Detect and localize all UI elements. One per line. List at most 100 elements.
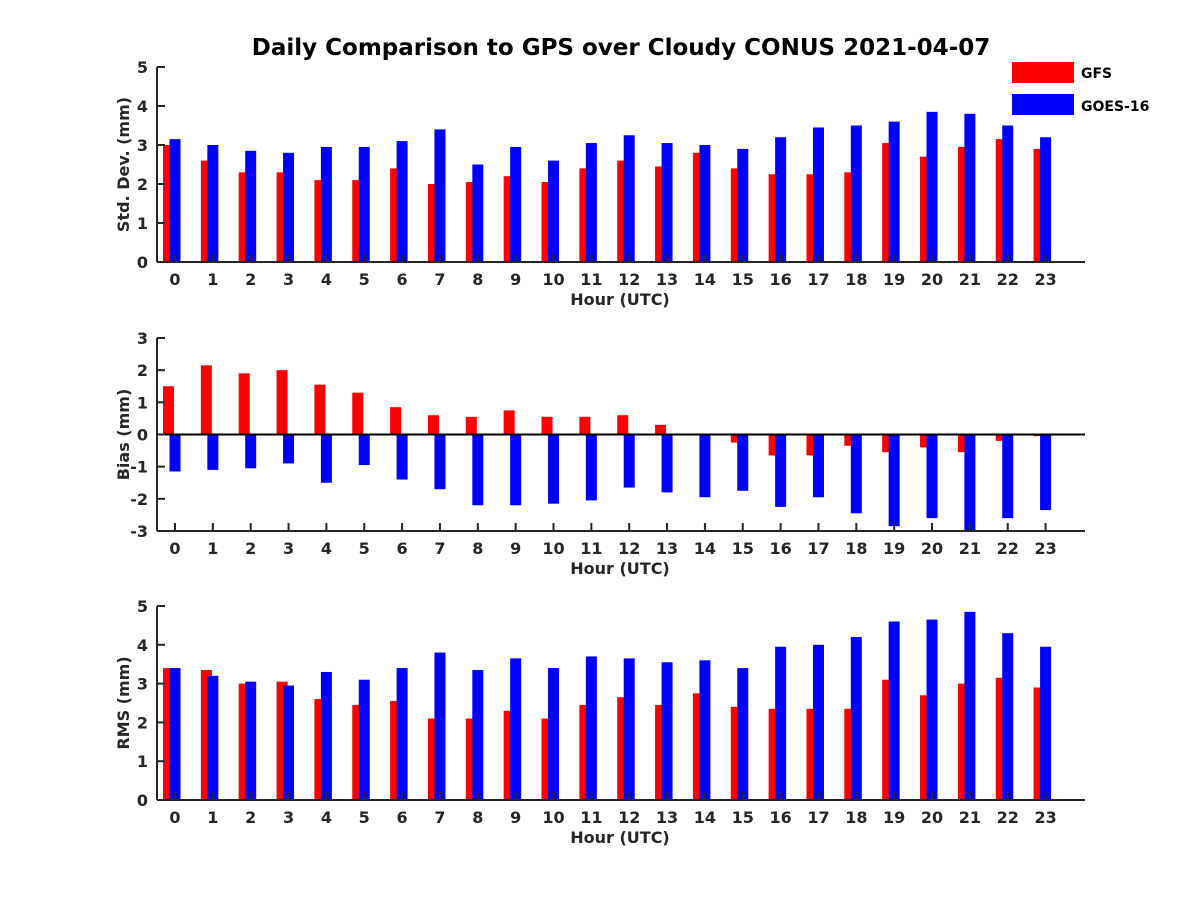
x-tick-label: 19 [883,539,905,558]
bar-rms-goes16-hour-0 [169,668,181,800]
bar-rms-gfs-hour-11 [579,704,591,800]
bar-rms-goes16-hour-18 [850,637,862,800]
bar-std-dev-goes16-hour-6 [396,141,408,262]
bar-bias-gfs-hour-5 [352,392,364,435]
x-tick-label: 12 [618,539,640,558]
bar-bias-goes16-hour-2 [245,434,257,469]
x-tick-label: 17 [807,808,829,827]
bar-std-dev-goes16-hour-18 [850,125,862,262]
x-tick-label: 8 [472,539,483,558]
x-tick-label: 17 [807,539,829,558]
bar-bias-gfs-hour-0 [163,386,174,435]
chart-title: Daily Comparison to GPS over Cloudy CONU… [252,35,990,61]
bar-bias-goes16-hour-0 [169,434,181,472]
bar-std-dev-goes16-hour-10 [548,160,560,262]
bar-std-dev-goes16-hour-22 [1002,125,1014,262]
bar-rms-gfs-hour-22 [995,677,1007,800]
bar-std-dev-gfs-hour-11 [579,168,591,262]
bar-std-dev-goes16-hour-5 [358,146,370,262]
y-tick-label: 1 [137,393,148,412]
bar-bias-gfs-hour-13 [655,424,667,435]
bar-std-dev-goes16-hour-21 [964,113,976,262]
x-tick-label: 5 [359,808,370,827]
x-tick-label: 0 [169,808,180,827]
x-tick-label: 11 [580,808,602,827]
bar-rms-gfs-hour-1 [200,670,212,800]
bar-bias-goes16-hour-9 [510,434,522,506]
bar-std-dev-gfs-hour-21 [957,146,969,262]
bar-rms-goes16-hour-21 [964,611,976,800]
bar-rms-gfs-hour-12 [617,697,629,800]
x-tick-label: 14 [694,539,716,558]
x-tick-label: 13 [656,539,678,558]
bar-bias-gfs-hour-18 [844,434,856,446]
bar-rms-goes16-hour-7 [434,652,446,800]
bar-rms-gfs-hour-21 [957,683,969,800]
bar-std-dev-gfs-hour-17 [806,174,818,262]
bar-std-dev-gfs-hour-15 [730,168,742,262]
bar-bias-goes16-hour-1 [207,434,219,470]
x-tick-label: 3 [283,539,294,558]
x-tick-label: 21 [959,539,981,558]
bar-rms-gfs-hour-20 [920,695,932,800]
bar-rms-gfs-hour-23 [1033,687,1045,800]
bar-std-dev-goes16-hour-16 [775,137,787,262]
legend-swatch-goes16 [1012,94,1074,115]
bar-std-dev-goes16-hour-11 [585,143,597,262]
y-tick-label: 4 [137,636,148,655]
x-tick-label: 9 [510,539,521,558]
bar-bias-goes16-hour-21 [964,434,976,531]
x-tick-label: 0 [169,270,180,289]
bar-bias-goes16-hour-16 [775,434,787,507]
bar-bias-gfs-hour-7 [427,415,439,435]
x-tick-label: 20 [921,270,943,289]
x-tick-label: 19 [883,808,905,827]
x-tick-label: 18 [845,539,867,558]
bar-rms-gfs-hour-18 [844,708,856,800]
x-tick-label: 4 [321,270,332,289]
bar-rms-gfs-hour-2 [238,683,250,800]
y-axis-label: RMS (mm) [114,656,133,749]
bar-std-dev-gfs-hour-9 [503,176,515,262]
bar-std-dev-goes16-hour-15 [737,148,749,262]
bar-bias-gfs-hour-17 [806,434,818,456]
legend: GFS GOES-16 [1012,62,1149,115]
bar-bias-gfs-hour-9 [503,410,515,435]
bar-std-dev-gfs-hour-7 [427,184,439,262]
bar-rms-gfs-hour-8 [465,718,477,800]
y-tick-label: 5 [137,597,148,616]
x-axis-label: Hour (UTC) [570,828,670,847]
x-tick-label: 18 [845,270,867,289]
bar-bias-gfs-hour-3 [276,370,288,435]
x-tick-label: 8 [472,270,483,289]
legend-label-goes16: GOES-16 [1081,99,1149,115]
bar-rms-goes16-hour-6 [396,668,408,800]
bar-rms-goes16-hour-9 [510,658,522,800]
bar-rms-gfs-hour-3 [276,681,288,800]
bar-rms-gfs-hour-17 [806,708,818,800]
bar-std-dev-gfs-hour-1 [200,160,212,262]
bar-std-dev-gfs-hour-14 [692,152,704,262]
x-tick-label: 23 [1034,808,1056,827]
bar-rms-goes16-hour-12 [623,658,635,800]
y-tick-label: 1 [137,214,148,233]
bar-std-dev-goes16-hour-2 [245,150,257,262]
x-tick-label: 10 [542,539,564,558]
bar-bias-goes16-hour-11 [585,434,597,501]
x-tick-label: 16 [769,808,791,827]
bar-std-dev-gfs-hour-4 [314,180,326,262]
x-tick-label: 21 [959,808,981,827]
bar-std-dev-goes16-hour-23 [1040,137,1052,262]
bar-rms-goes16-hour-14 [699,660,711,800]
y-tick-label: 3 [137,675,148,694]
bar-std-dev-gfs-hour-6 [390,168,402,262]
x-tick-label: 15 [732,270,754,289]
bar-rms-gfs-hour-5 [352,704,364,800]
bar-bias-goes16-hour-22 [1002,434,1014,519]
bar-rms-goes16-hour-17 [812,644,824,800]
x-axis-label: Hour (UTC) [570,290,670,309]
bar-rms-goes16-hour-16 [775,646,787,800]
x-tick-label: 9 [510,270,521,289]
